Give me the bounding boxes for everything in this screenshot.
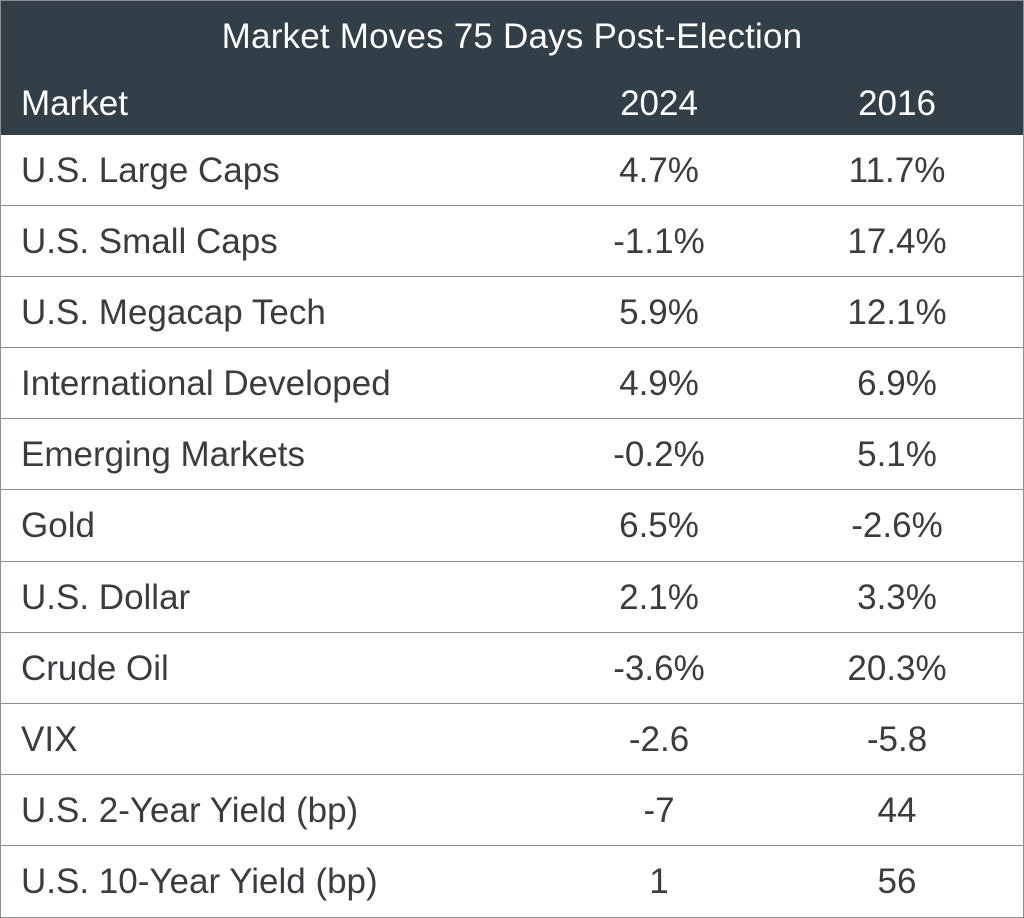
cell-2024: 1 <box>649 861 669 901</box>
cell-2024: 2.1% <box>619 577 699 617</box>
table-row: International Developed 4.9% 6.9% <box>1 348 1023 420</box>
table-row: U.S. 10-Year Yield (bp) 1 56 <box>1 846 1023 917</box>
table-header: Market Moves 75 Days Post-Election Marke… <box>1 1 1023 135</box>
cell-market: U.S. Megacap Tech <box>21 293 326 333</box>
cell-2016: 56 <box>877 861 917 901</box>
table-row: U.S. Dollar 2.1% 3.3% <box>1 562 1023 633</box>
table-title: Market Moves 75 Days Post-Election <box>221 17 803 56</box>
cell-market: VIX <box>21 719 78 759</box>
cell-2024: 6.5% <box>619 506 699 546</box>
cell-market: International Developed <box>21 364 391 404</box>
cell-2024: -1.1% <box>613 222 705 262</box>
cell-2024: -7 <box>643 790 675 830</box>
table-row: Gold 6.5% -2.6% <box>1 490 1023 562</box>
cell-market: U.S. Large Caps <box>21 151 280 190</box>
cell-2016: 44 <box>877 790 917 830</box>
cell-market: Crude Oil <box>21 648 169 688</box>
cell-2016: 11.7% <box>848 151 946 190</box>
column-header-2016: 2016 <box>858 84 936 123</box>
table-row: U.S. Small Caps -1.1% 17.4% <box>1 206 1023 278</box>
table-row: U.S. 2-Year Yield (bp) -7 44 <box>1 775 1023 846</box>
cell-2024: -0.2% <box>613 435 705 475</box>
column-header-row: Market 2024 2016 <box>1 81 1023 127</box>
cell-market: U.S. 10-Year Yield (bp) <box>21 861 378 901</box>
table-row: VIX -2.6 -5.8 <box>1 704 1023 775</box>
table-body: U.S. Large Caps 4.7% 11.7% U.S. Small Caps -… <box>1 135 1023 917</box>
column-header-2024: 2024 <box>620 84 698 123</box>
cell-2016: 5.1% <box>857 435 937 475</box>
cell-2024: 4.7% <box>619 151 699 190</box>
cell-2016: 3.3% <box>857 577 937 617</box>
cell-2016: 6.9% <box>857 364 937 404</box>
cell-2024: -2.6 <box>628 719 690 759</box>
table-row: U.S. Large Caps 4.7% 11.7% <box>1 135 1023 207</box>
cell-market: Emerging Markets <box>21 435 305 475</box>
cell-2016: -5.8 <box>866 719 928 759</box>
cell-2016: 20.3% <box>847 648 947 688</box>
cell-2016: 17.4% <box>847 222 947 262</box>
cell-market: U.S. Small Caps <box>21 222 278 262</box>
table-row: Crude Oil -3.6% 20.3% <box>1 633 1023 704</box>
cell-market: U.S. 2-Year Yield (bp) <box>21 790 359 830</box>
column-header-market: Market <box>21 84 128 123</box>
cell-2024: -3.6% <box>613 648 705 688</box>
table-row: U.S. Megacap Tech 5.9% 12.1% <box>1 277 1023 349</box>
cell-market: U.S. Dollar <box>21 577 191 617</box>
cell-market: Gold <box>21 506 95 546</box>
cell-2016: 12.1% <box>847 293 947 333</box>
cell-2016: -2.6% <box>851 506 943 546</box>
cell-2024: 5.9% <box>619 293 699 333</box>
cell-2024: 4.9% <box>619 364 699 404</box>
table-row: Emerging Markets -0.2% 5.1% <box>1 419 1023 491</box>
